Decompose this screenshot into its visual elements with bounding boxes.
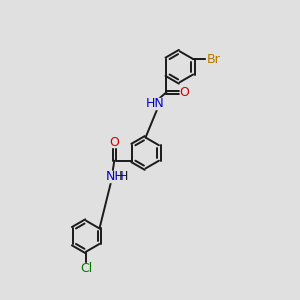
Text: O: O — [110, 136, 119, 149]
Text: Br: Br — [207, 52, 220, 66]
Bar — [144, 98, 162, 109]
Text: HN: HN — [146, 97, 164, 110]
Bar — [180, 88, 189, 97]
Bar — [80, 263, 93, 273]
Bar — [110, 138, 119, 147]
Bar — [106, 171, 124, 182]
Text: H: H — [118, 170, 128, 183]
Text: O: O — [179, 86, 189, 99]
Text: Cl: Cl — [80, 262, 92, 275]
Text: NH: NH — [106, 170, 124, 183]
Bar — [206, 54, 221, 64]
